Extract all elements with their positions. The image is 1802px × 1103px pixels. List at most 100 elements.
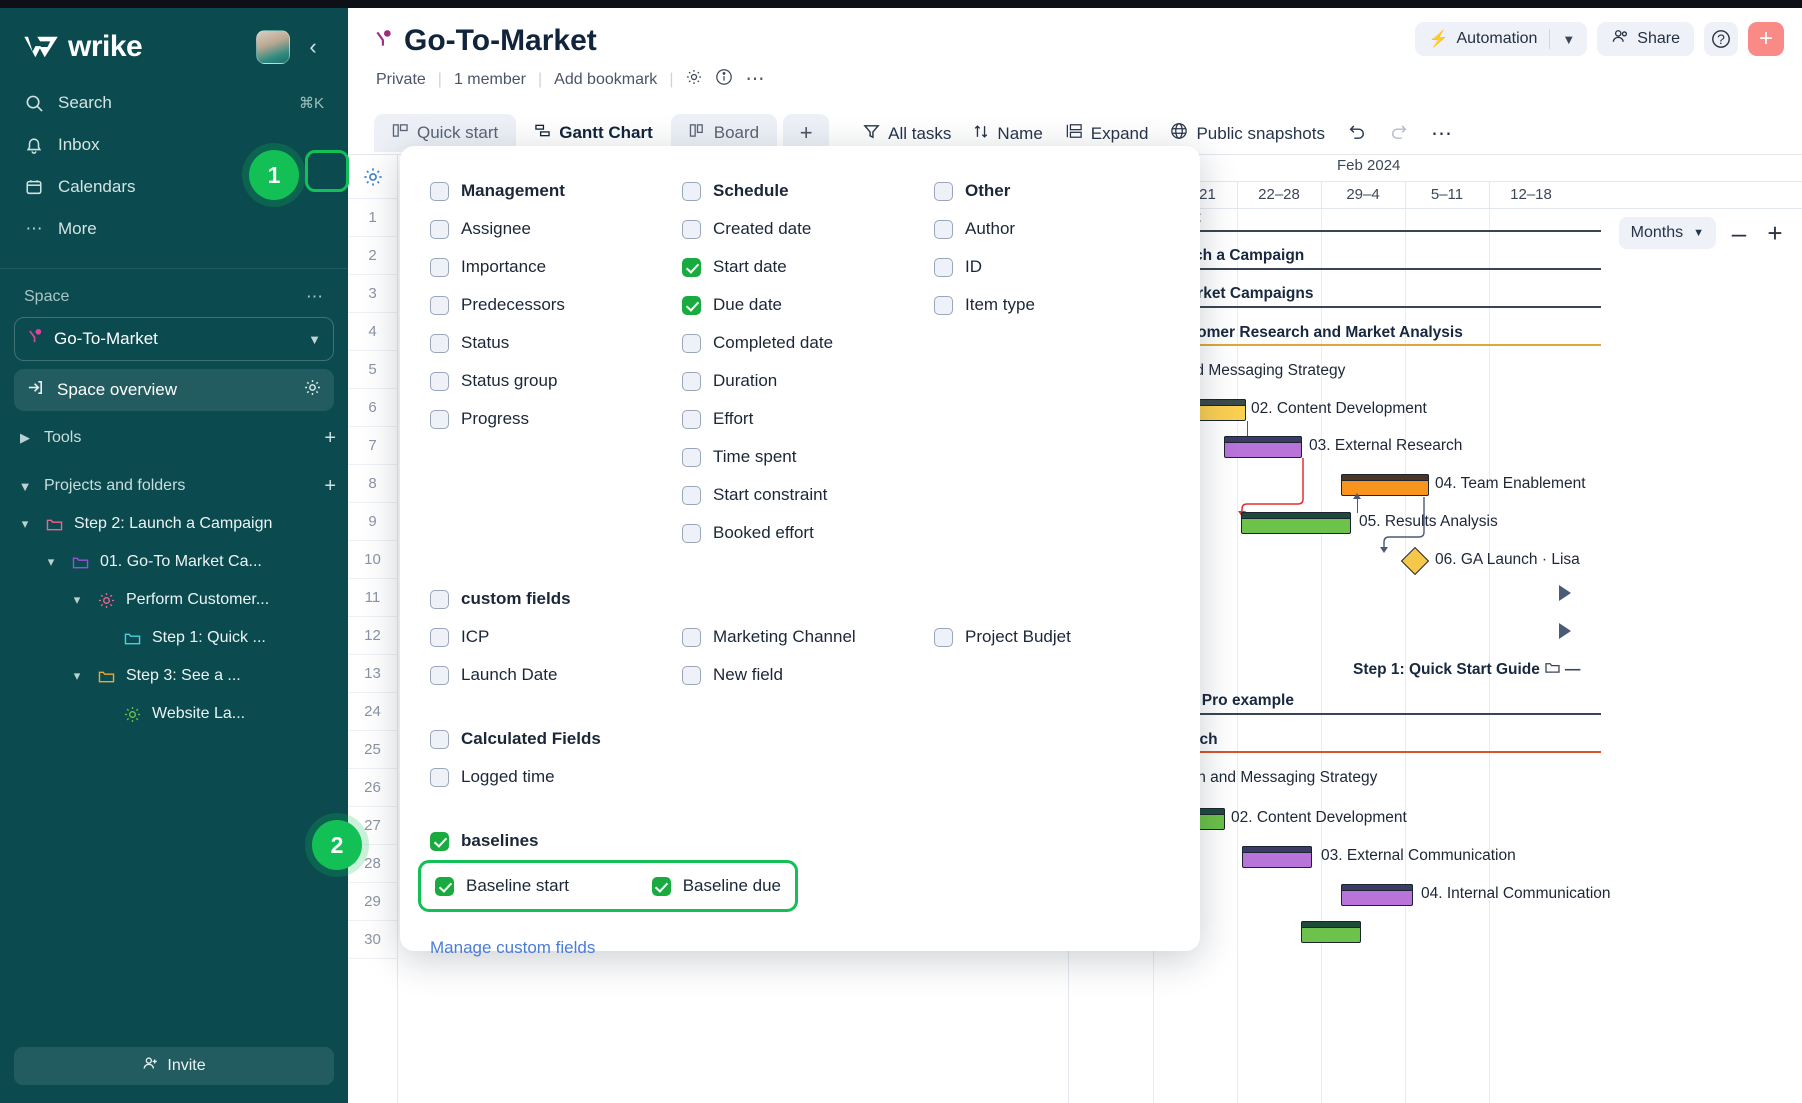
checkbox[interactable] [430,831,449,851]
group-header-custom-fields[interactable]: custom fields [430,580,1170,618]
toolbar-public-snapshots[interactable]: Public snapshots [1170,122,1325,145]
checkbox[interactable] [682,333,701,353]
group-header-calculated-fields[interactable]: Calculated Fields [430,720,1170,758]
gantt-task-bar[interactable] [1241,512,1351,534]
gear-icon[interactable] [303,378,322,402]
avatar[interactable] [256,30,290,64]
zoom-in-button[interactable]: + [1762,218,1788,249]
checkbox-status-group[interactable]: Status group [430,362,682,400]
checkbox[interactable] [934,627,953,647]
checkbox[interactable] [430,729,449,749]
group-header-baselines[interactable]: baselines [430,822,1170,860]
space-options-icon[interactable]: ⋯ [306,287,324,306]
collapse-sidebar-icon[interactable]: ‹ [309,34,317,59]
info-icon[interactable] [715,68,733,91]
checkbox[interactable] [934,181,953,201]
checkbox-start-constraint[interactable]: Start constraint [682,476,934,514]
checkbox[interactable] [682,257,701,277]
tab-board[interactable]: Board [670,114,778,152]
checkbox-id[interactable]: ID [934,248,1164,286]
gantt-task-bar[interactable] [1301,921,1361,943]
checkbox-importance[interactable]: Importance [430,248,682,286]
checkbox[interactable] [430,767,449,787]
checkbox[interactable] [430,371,449,391]
checkbox-status[interactable]: Status [430,324,682,362]
checkbox[interactable] [934,257,953,277]
gantt-collapsed-arrow-icon[interactable] [1559,585,1571,601]
settings-gear-button[interactable] [348,155,397,199]
checkbox-predecessors[interactable]: Predecessors [430,286,682,324]
checkbox[interactable] [682,181,701,201]
checkbox-completed-date[interactable]: Completed date [682,324,934,362]
add-project-icon[interactable]: + [324,474,336,497]
checkbox-assignee[interactable]: Assignee [430,210,682,248]
add-tool-icon[interactable]: + [324,426,336,449]
checkbox-created-date[interactable]: Created date [682,210,934,248]
sidebar-item-space-overview[interactable]: Space overview [14,369,334,411]
checkbox-booked-effort[interactable]: Booked effort [682,514,934,552]
sidebar-tree-item[interactable]: ▾ 01. Go-To Market Ca... [0,543,348,581]
checkbox[interactable] [682,627,701,647]
checkbox-time-spent[interactable]: Time spent [682,438,934,476]
checkbox[interactable] [682,371,701,391]
add-bookmark-button[interactable]: Add bookmark [554,70,658,88]
chevron-down-icon[interactable]: ▼ [1562,31,1576,47]
tab-quick-start[interactable]: Quick start [374,114,517,152]
checkbox[interactable] [934,219,953,239]
gantt-task-bar[interactable] [1341,474,1429,496]
share-button[interactable]: Share [1597,22,1694,56]
checkbox-start-date[interactable]: Start date [682,248,934,286]
checkbox[interactable] [682,523,701,543]
zoom-out-button[interactable]: – [1726,218,1752,249]
sidebar-item-tools[interactable]: ▶ Tools + [0,419,348,457]
checkbox-duration[interactable]: Duration [682,362,934,400]
chevron-down-icon[interactable]: ▾ [47,554,55,569]
privacy-label[interactable]: Private [376,70,426,88]
sidebar-tree-item[interactable]: ▾ Perform Customer... [0,581,348,619]
sidebar-item-inbox[interactable]: Inbox [0,124,348,166]
checkbox-launch-date[interactable]: Launch Date [430,656,682,694]
sidebar-tree-item[interactable]: ▾ Step 2: Launch a Campaign [0,505,348,543]
tab-gantt-chart[interactable]: Gantt Chart [516,114,671,152]
manage-custom-fields-link[interactable]: Manage custom fields [430,938,596,957]
checkbox-project-budjet[interactable]: Project Budjet [934,618,1164,656]
more-options-icon[interactable]: ⋯ [745,69,765,90]
wrike-logo[interactable]: wrike [22,30,246,64]
checkbox-icp[interactable]: ICP [430,618,682,656]
chevron-down-icon[interactable]: ▾ [73,668,81,683]
gantt-scale-select[interactable]: Months ▼ [1618,217,1716,249]
checkbox[interactable] [934,295,953,315]
gantt-collapsed-arrow-icon[interactable] [1559,623,1571,639]
group-header-schedule[interactable]: Schedule [682,172,934,210]
help-button[interactable]: ? [1704,22,1738,56]
add-view-button[interactable]: + [783,114,830,152]
member-count[interactable]: 1 member [453,70,526,88]
checkbox-item-type[interactable]: Item type [934,286,1164,324]
checkbox-logged-time[interactable]: Logged time [430,758,1170,796]
checkbox[interactable] [682,219,701,239]
toolbar-more-button[interactable]: ⋯ [1430,122,1452,145]
checkbox-marketing-channel[interactable]: Marketing Channel [682,618,934,656]
checkbox-baseline-start[interactable]: Baseline start [435,867,569,905]
sidebar-tree-item[interactable]: Website La... [0,695,348,733]
group-header-other[interactable]: Other [934,172,1164,210]
sidebar-item-projects-and-folders[interactable]: ▼ Projects and folders + [0,467,348,505]
checkbox[interactable] [430,589,449,609]
checkbox[interactable] [430,627,449,647]
create-button[interactable]: + [1748,22,1784,56]
invite-button[interactable]: Invite [14,1047,334,1085]
checkbox[interactable] [430,181,449,201]
checkbox[interactable] [682,665,701,685]
checkbox[interactable] [682,295,701,315]
project-settings-gear-icon[interactable] [685,68,703,91]
group-header-management[interactable]: Management [430,172,682,210]
sidebar-item-search[interactable]: Search ⌘K [0,82,348,124]
sidebar-tree-item[interactable]: Step 1: Quick ... [0,619,348,657]
checkbox[interactable] [435,876,454,896]
sidebar-item-more[interactable]: ⋯ More [0,208,348,250]
toolbar-sort-name[interactable]: Name [973,123,1043,145]
checkbox-due-date[interactable]: Due date [682,286,934,324]
chevron-down-icon[interactable]: ▾ [21,516,29,531]
checkbox[interactable] [430,219,449,239]
checkbox[interactable] [430,665,449,685]
